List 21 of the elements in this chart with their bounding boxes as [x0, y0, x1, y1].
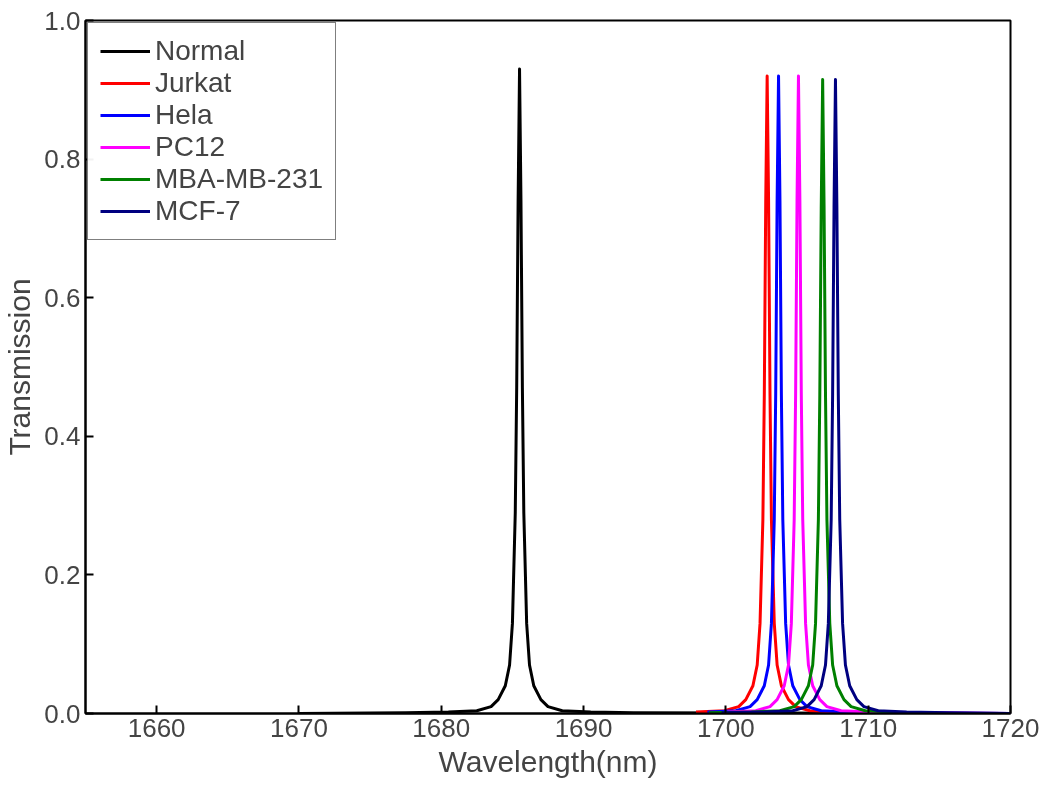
- y-tick-label: 0.4: [44, 421, 81, 452]
- y-tick-label: 0.8: [44, 144, 81, 175]
- legend-label: Jurkat: [155, 67, 232, 99]
- y-tick-label: 0.0: [44, 698, 81, 729]
- y-tick-label: 0.2: [44, 559, 81, 590]
- legend-label: PC12: [155, 131, 226, 163]
- x-tick-label: 1710: [839, 712, 898, 743]
- x-tick-label: 1680: [412, 712, 471, 743]
- legend-label: Normal: [155, 35, 246, 67]
- y-tick-label: 1.0: [44, 5, 81, 36]
- y-axis-title: Transmission: [3, 278, 37, 456]
- legend-label: Hela: [155, 99, 213, 131]
- legend-label: MBA-MB-231: [155, 163, 324, 195]
- x-tick-label: 1690: [554, 712, 613, 743]
- y-tick-label: 0.6: [44, 282, 81, 313]
- legend-label: MCF-7: [155, 195, 241, 227]
- x-tick-label: 1720: [981, 712, 1040, 743]
- x-tick-label: 1670: [270, 712, 328, 743]
- x-tick-label: 1700: [696, 712, 755, 743]
- x-axis-title: Wavelength(nm): [438, 744, 658, 778]
- x-tick-label: 1660: [127, 712, 186, 743]
